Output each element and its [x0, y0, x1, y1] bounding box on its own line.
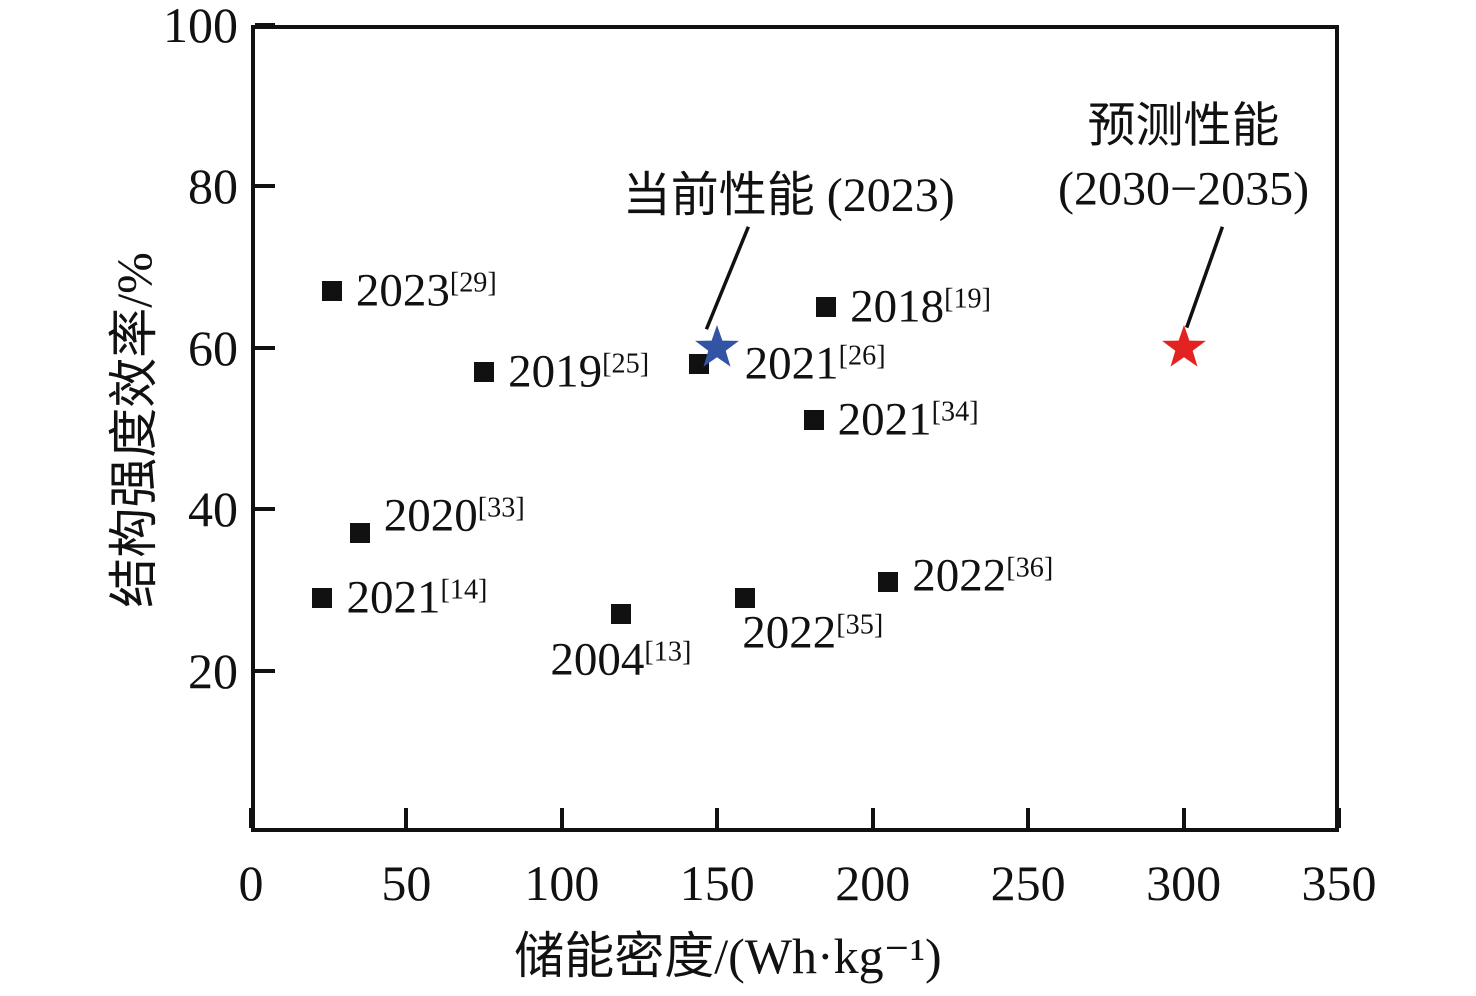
- x-tick-label-0: 0: [238, 855, 264, 911]
- y-tick-label-80: 80: [188, 158, 238, 215]
- y-tick-label-40: 40: [188, 481, 238, 538]
- data-point-2018-19: [816, 297, 837, 318]
- x-tick-label-300: 300: [1146, 855, 1222, 911]
- data-point-2019-25: [474, 362, 495, 382]
- y-tick-100: [255, 23, 275, 27]
- data-point-2022-35: [735, 587, 756, 608]
- data-point-label-2022-36: 2022[36]: [912, 552, 1053, 599]
- predicted-performance-annotation: 预测性能 (2030−2035): [1058, 99, 1310, 216]
- point-year: 2022: [912, 549, 1007, 602]
- point-year: 2019: [508, 345, 603, 398]
- data-point-label-2020-33: 2020[33]: [383, 489, 525, 542]
- x-tick-label-250: 250: [990, 855, 1066, 911]
- star-icon: [1161, 324, 1206, 367]
- point-reference: [29]: [449, 267, 497, 299]
- point-year: 2021: [346, 571, 441, 624]
- y-tick-label-60: 60: [188, 319, 238, 376]
- point-reference: [19]: [944, 283, 992, 315]
- point-year: 2018: [850, 280, 945, 333]
- y-tick-40: [255, 507, 275, 512]
- data-point-2020-33: [349, 523, 370, 544]
- data-point-label-2023-29: 2023[29]: [355, 264, 497, 317]
- x-tick-250: [1026, 808, 1031, 828]
- point-reference: [14]: [440, 574, 488, 606]
- current-performance-star-marker: [694, 324, 740, 371]
- data-point-label-2018-19: 2018[19]: [850, 280, 992, 333]
- data-point-label-2022-35: 2022[35]: [742, 609, 883, 656]
- point-reference: [26]: [838, 340, 886, 372]
- data-point-label-2021-34: 2021[34]: [837, 393, 979, 446]
- y-axis-title: 结构强度效率/%: [106, 252, 162, 608]
- data-point-label-2021-14: 2021[14]: [346, 574, 487, 621]
- x-tick-350: [1337, 808, 1341, 828]
- x-tick-50: [404, 808, 409, 828]
- data-point-label-2004-13: 2004[13]: [550, 633, 692, 686]
- star-icon: [695, 324, 740, 367]
- point-reference: [33]: [477, 492, 525, 524]
- point-year: 2023: [355, 264, 450, 317]
- data-point-2022-36: [878, 571, 899, 592]
- x-tick-0: [249, 808, 253, 828]
- data-point-2004-13: [610, 604, 631, 625]
- point-reference: [36]: [1006, 552, 1054, 584]
- point-reference: [35]: [836, 609, 884, 641]
- point-year: 2020: [383, 489, 478, 542]
- data-point-2021-34: [803, 410, 824, 431]
- y-tick-20: [255, 668, 275, 673]
- x-tick-150: [715, 808, 720, 828]
- data-point-2021-14: [312, 587, 333, 608]
- y-tick-label-20: 20: [188, 642, 238, 699]
- x-axis-title: 储能密度/(Wh·kg⁻¹): [514, 928, 942, 984]
- x-tick-100: [559, 808, 564, 828]
- data-point-2021-26: [688, 353, 709, 374]
- x-tick-label-50: 50: [381, 855, 432, 911]
- point-year: 2022: [742, 606, 837, 659]
- data-point-2023-29: [321, 281, 342, 302]
- x-tick-label-100: 100: [524, 855, 600, 911]
- current-performance-annotation: 当前性能 (2023): [622, 168, 955, 222]
- point-reference: [34]: [931, 396, 979, 428]
- point-reference: [13]: [644, 636, 692, 668]
- x-tick-200: [870, 808, 875, 828]
- point-year: 2004: [550, 633, 645, 686]
- y-tick-80: [255, 184, 275, 189]
- x-tick-label-200: 200: [835, 855, 911, 911]
- x-tick-label-150: 150: [679, 855, 755, 911]
- y-tick-label-100: 100: [163, 0, 238, 53]
- data-point-label-2019-25: 2019[25]: [508, 345, 650, 398]
- point-reference: [25]: [602, 348, 650, 380]
- predicted-performance-star-marker: [1161, 324, 1207, 371]
- y-tick-60: [255, 345, 275, 350]
- point-year: 2021: [837, 393, 932, 446]
- x-tick-300: [1181, 808, 1186, 828]
- plot-area-frame: [251, 25, 1339, 832]
- data-point-label-2021-26: 2021[26]: [745, 340, 886, 387]
- point-year: 2021: [744, 337, 839, 390]
- x-tick-label-350: 350: [1301, 855, 1377, 911]
